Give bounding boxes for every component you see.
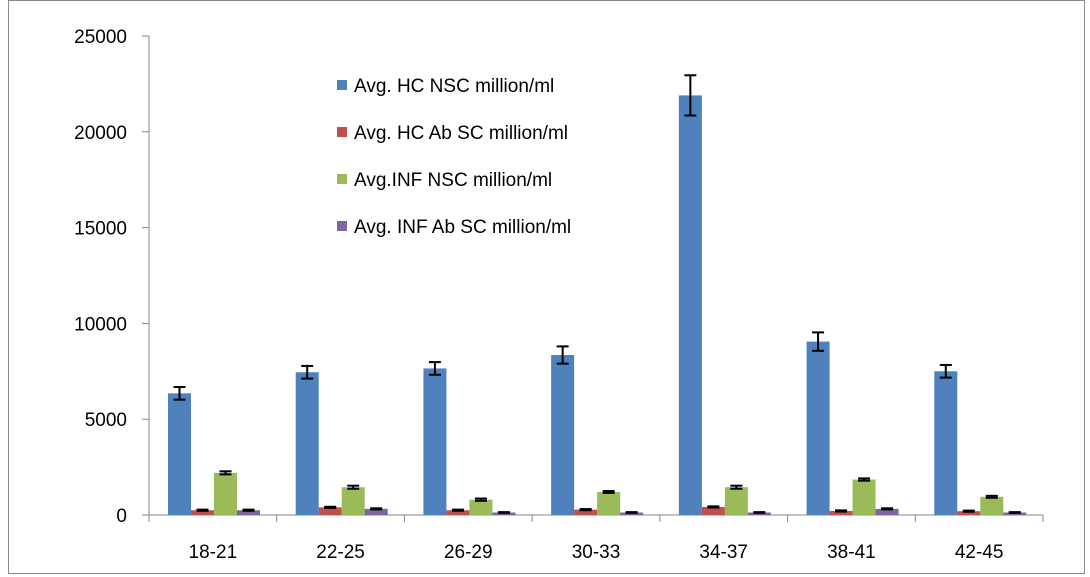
bar	[295, 372, 319, 515]
bar	[806, 341, 830, 515]
x-tick-label: 18-21	[189, 542, 238, 563]
bar	[446, 510, 470, 515]
bar	[364, 508, 388, 515]
x-tick-label: 38-41	[827, 542, 876, 563]
bar	[980, 496, 1004, 515]
legend-swatch	[337, 80, 347, 90]
y-tick-label: 15000	[74, 219, 127, 240]
legend-label: Avg. INF Ab SC million/ml	[354, 217, 571, 238]
bar	[191, 510, 214, 515]
bar	[597, 492, 621, 515]
bar	[469, 499, 493, 515]
bar	[829, 510, 853, 515]
bar	[875, 508, 899, 515]
y-tick-label: 10000	[74, 314, 127, 335]
bar	[237, 510, 260, 515]
legend-swatch	[337, 221, 347, 231]
legend-label: Avg.INF NSC million/ml	[354, 170, 552, 191]
legend-swatch	[337, 174, 347, 184]
y-tick-label: 0	[116, 506, 127, 527]
y-tick-label: 25000	[74, 27, 127, 48]
x-tick-label: 26-29	[444, 542, 493, 563]
bar	[318, 507, 342, 515]
legend-label: Avg. HC NSC million/ml	[354, 76, 554, 97]
bar	[724, 487, 748, 515]
legend-label: Avg. HC Ab SC million/ml	[354, 123, 568, 144]
bar	[701, 506, 725, 515]
bar	[423, 368, 447, 515]
bar	[934, 371, 958, 515]
x-tick-label: 42-45	[955, 542, 1004, 563]
bar	[852, 479, 876, 515]
bar	[678, 95, 702, 516]
x-tick-label: 30-33	[572, 542, 621, 563]
bar	[168, 393, 191, 515]
legend-swatch	[337, 127, 347, 137]
x-tick-label: 34-37	[699, 542, 748, 563]
x-tick-label: 22-25	[316, 542, 365, 563]
bar	[341, 487, 365, 515]
bar	[551, 355, 575, 515]
y-tick-label: 20000	[74, 123, 127, 144]
y-tick-label: 5000	[85, 410, 127, 431]
bar	[957, 511, 981, 515]
bar	[574, 509, 598, 515]
bar	[214, 472, 237, 515]
